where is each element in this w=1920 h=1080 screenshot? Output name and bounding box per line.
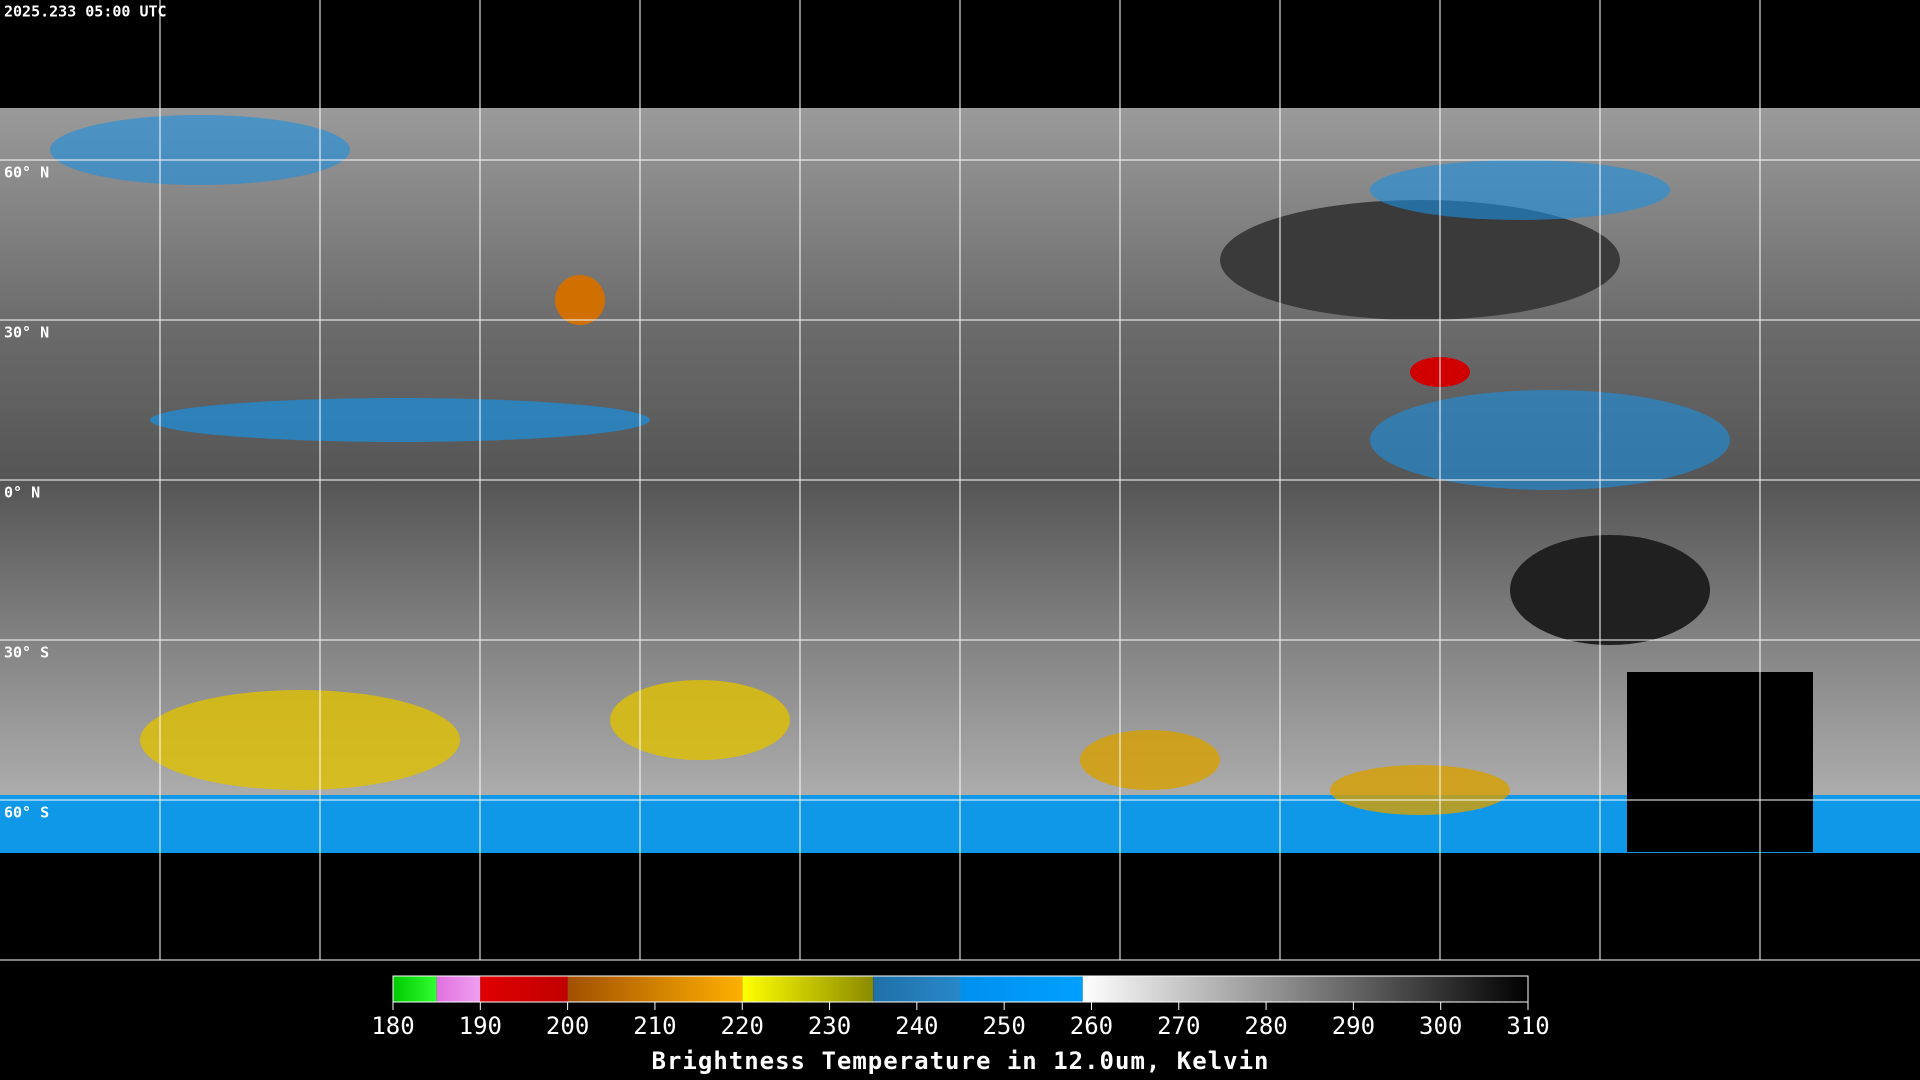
graticule (0, 0, 1920, 960)
colorbar-tick-label: 240 (895, 1012, 938, 1040)
colorbar-segment (873, 976, 961, 1002)
colorbar-tick-label: 300 (1419, 1012, 1462, 1040)
colorbar-tick-label: 210 (633, 1012, 676, 1040)
colorbar-tick-label: 200 (546, 1012, 589, 1040)
latitude-label: 30° N (4, 324, 49, 342)
colorbar-title: Brightness Temperature in 12.0um, Kelvin (652, 1047, 1270, 1075)
latitude-label: 60° S (4, 804, 49, 822)
colorbar-tick-label: 310 (1506, 1012, 1549, 1040)
colorbar-segment (393, 976, 437, 1002)
latitude-label: 0° N (4, 484, 40, 502)
colorbar-segment (436, 976, 481, 1002)
colorbar-tick-label: 180 (371, 1012, 414, 1040)
colorbar-tick-label: 190 (459, 1012, 502, 1040)
colorbar-tick-label: 250 (982, 1012, 1025, 1040)
colorbar-tick-label: 220 (721, 1012, 764, 1040)
colorbar-frame (392, 975, 1529, 1003)
timestamp: 2025.233 05:00 UTC (4, 3, 167, 21)
colorbar-segment (1082, 976, 1528, 1002)
colorbar-tick-label: 230 (808, 1012, 851, 1040)
colorbar-segment (742, 976, 874, 1002)
colorbar-segment (567, 976, 743, 1002)
colorbar-segment (960, 976, 1083, 1002)
colorbar-tick-label: 270 (1157, 1012, 1200, 1040)
colorbar-tick-label: 290 (1332, 1012, 1375, 1040)
colorbar-tick-label: 260 (1070, 1012, 1113, 1040)
colorbar-tick-label: 280 (1244, 1012, 1287, 1040)
colorbar-segment (480, 976, 568, 1002)
latitude-label: 30° S (4, 644, 49, 662)
latitude-label: 60° N (4, 164, 49, 182)
